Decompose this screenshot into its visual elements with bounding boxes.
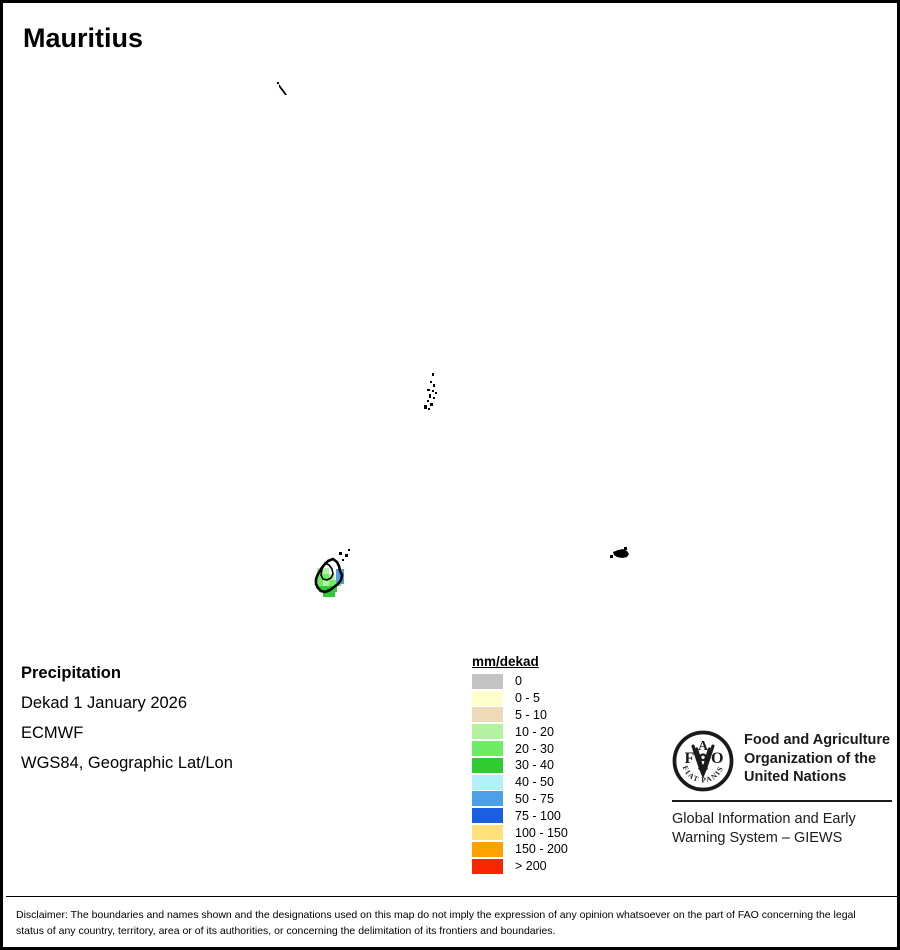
legend-label: 20 - 30	[515, 741, 554, 756]
legend-label: > 200	[515, 859, 547, 874]
legend-label: 75 - 100	[515, 808, 561, 823]
legend-swatch	[472, 791, 503, 807]
giews-line-1: Global Information and Early	[672, 811, 856, 827]
legend-swatch	[472, 808, 503, 824]
legend-row: 0	[472, 673, 568, 690]
map-feature-rodrigues-island	[610, 547, 629, 558]
legend-label: 10 - 20	[515, 724, 554, 739]
info-variable: Precipitation	[21, 664, 121, 682]
legend-row: 75 - 100	[472, 807, 568, 824]
legend-swatch	[472, 825, 503, 841]
fao-divider	[672, 800, 892, 802]
legend-label: 30 - 40	[515, 758, 554, 773]
info-source: ECMWF	[21, 724, 84, 742]
info-projection: WGS84, Geographic Lat/Lon	[21, 754, 233, 772]
legend-label: 0 - 5	[515, 691, 541, 706]
legend-row: 100 - 150	[472, 824, 568, 841]
svg-text:O: O	[711, 750, 724, 767]
svg-text:F: F	[684, 750, 694, 767]
map-canvas	[277, 82, 629, 597]
legend-swatch	[472, 724, 503, 740]
legend-label: 50 - 75	[515, 791, 554, 806]
legend-swatch	[472, 741, 503, 757]
map-feature-cargados-carajos-shoals	[424, 373, 437, 410]
legend-row: 0 - 5	[472, 690, 568, 707]
legend-row: 50 - 75	[472, 791, 568, 808]
legend-swatch	[472, 774, 503, 790]
svg-text:A: A	[698, 738, 708, 753]
legend-label: 100 - 150	[515, 825, 568, 840]
fao-branding-block: F A O FIAT PANIS Food and Agriculture Or…	[672, 730, 892, 848]
fao-org-line-3: United Nations	[744, 769, 847, 785]
legend-swatch	[472, 858, 503, 874]
giews-programme-name: Global Information and Early Warning Sys…	[672, 810, 892, 848]
fao-logo-and-name: F A O FIAT PANIS Food and Agriculture Or…	[672, 730, 892, 792]
giews-line-2: Warning System – GIEWS	[672, 830, 843, 846]
legend-row: 20 - 30	[472, 740, 568, 757]
legend-row: 40 - 50	[472, 774, 568, 791]
disclaimer-divider	[6, 896, 897, 897]
legend-title: mm/dekad	[472, 654, 539, 669]
legend-swatch	[472, 757, 503, 773]
legend-row: > 200	[472, 858, 568, 875]
map-info-block: Precipitation Dekad 1 January 2026 ECMWF…	[21, 658, 233, 778]
page-title: Mauritius	[23, 23, 144, 53]
legend-row: 5 - 10	[472, 707, 568, 724]
disclaimer-text: Disclaimer: The boundaries and names sho…	[16, 909, 856, 937]
legend-swatch	[472, 707, 503, 723]
legend-label: 150 - 200	[515, 842, 568, 857]
legend-row: 10 - 20	[472, 723, 568, 740]
legend-label: 0	[515, 674, 522, 689]
fao-logo-icon: F A O FIAT PANIS	[672, 730, 734, 792]
fao-org-line-2: Organization of the	[744, 750, 877, 767]
fao-org-line-1: Food and Agriculture	[744, 732, 891, 748]
legend-label: 5 - 10	[515, 707, 547, 722]
legend-row: 150 - 200	[472, 841, 568, 858]
map-feature-mauritius-island	[314, 549, 350, 597]
legend-label: 40 - 50	[515, 775, 554, 790]
fao-organization-name: Food and Agriculture Organization of the…	[744, 730, 890, 787]
map-feature-agalega-islands	[277, 82, 287, 95]
legend-swatch	[472, 690, 503, 706]
info-period: Dekad 1 January 2026	[21, 694, 188, 712]
legend-swatch	[472, 841, 503, 857]
legend-swatch	[472, 673, 503, 689]
legend-row: 30 - 40	[472, 757, 568, 774]
